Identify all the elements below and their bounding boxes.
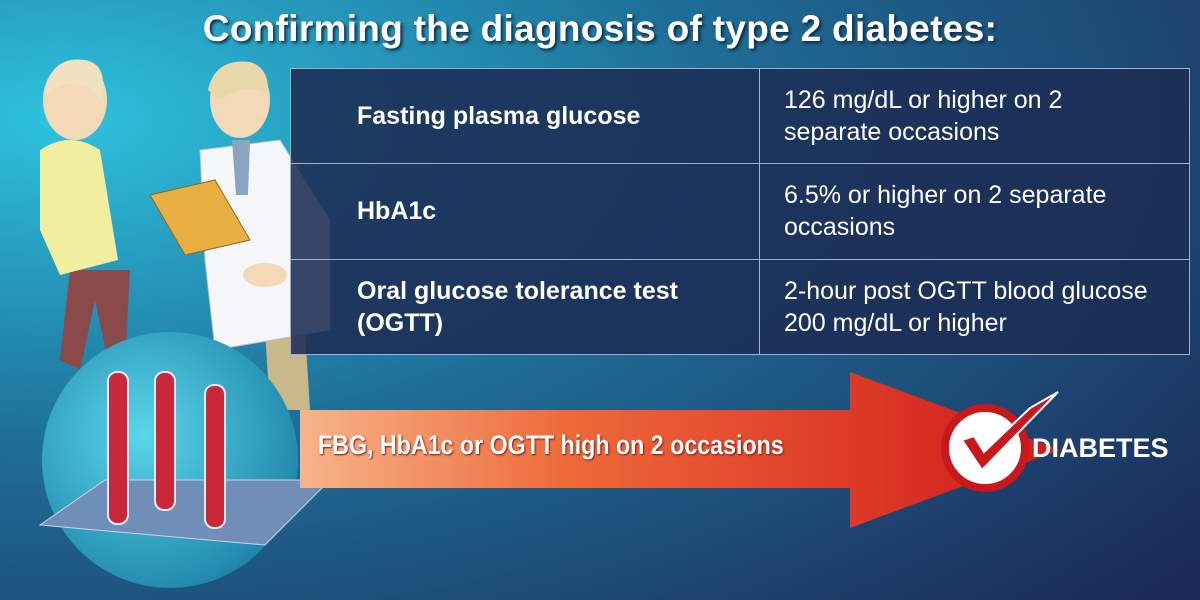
test-name: Oral glucose tolerance test (OGTT) <box>290 258 760 356</box>
criterion: 6.5% or higher on 2 separate occasions <box>759 163 1190 260</box>
test-name: Fasting plasma glucose <box>290 67 760 165</box>
arrow <box>300 372 1060 528</box>
table-row: Oral glucose tolerance test (OGTT) 2-hour… <box>290 258 1190 356</box>
check-icon <box>941 391 1059 492</box>
arrow-label: FBG, HbA1c or OGTT high on 2 occasions <box>318 430 784 460</box>
table-row: Fasting plasma glucose 126 mg/dL or highe… <box>290 67 1190 165</box>
test-tubes <box>38 332 332 588</box>
criterion: 126 mg/dL or higher on 2 separate occasi… <box>759 67 1190 165</box>
table-row: HbA1c 6.5% or higher on 2 separate occasi… <box>290 163 1190 260</box>
result-label: DIABETES <box>1032 433 1169 463</box>
test-name: HbA1c <box>290 163 760 260</box>
title: Confirming the diagnosis of type 2 diabe… <box>202 8 998 49</box>
criterion: 2-hour post OGTT blood glucose 200 mg/dL… <box>759 258 1190 356</box>
patient <box>40 59 130 370</box>
criteria-table: Fasting plasma glucose 126 mg/dL or highe… <box>290 67 1190 356</box>
